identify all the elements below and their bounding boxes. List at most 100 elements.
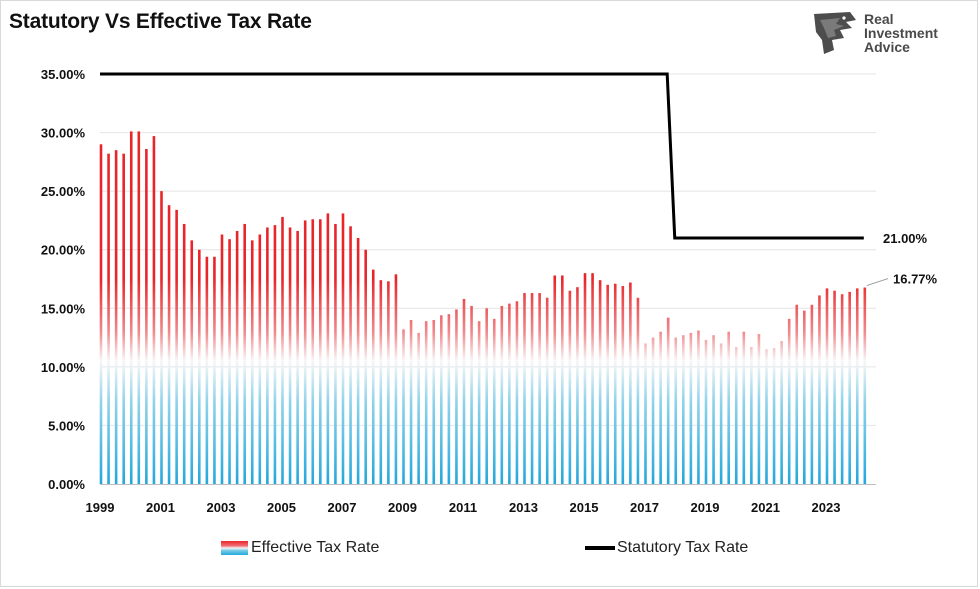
effective-rate-bar <box>780 341 783 484</box>
effective-rate-bar <box>840 294 844 484</box>
effective-rate-bar <box>795 304 799 484</box>
effective-rate-bar <box>863 287 867 484</box>
chart-title: Statutory Vs Effective Tax Rate <box>9 10 312 33</box>
effective-rate-bar <box>818 295 821 484</box>
effective-rate-bar <box>303 220 307 484</box>
effective-rate-bar <box>810 304 814 484</box>
effective-rate-bar <box>326 213 330 484</box>
effective-rate-bar <box>734 346 738 484</box>
x-tick-label: 2007 <box>328 500 357 515</box>
effective-rate-bar <box>311 219 315 484</box>
effective-rate-bar <box>402 329 405 484</box>
effective-rate-bar <box>220 234 224 484</box>
y-tick-label: 5.00% <box>48 418 85 433</box>
effective-rate-bar <box>576 287 579 484</box>
effective-rate-bar <box>697 330 700 484</box>
effective-rate-bar <box>613 283 617 484</box>
effective-rate-bar <box>659 331 662 484</box>
effective-rate-bar <box>470 305 473 484</box>
effective-rate-bar <box>455 309 458 484</box>
effective-rate-bar <box>523 293 526 484</box>
effective-rate-bar <box>682 335 685 484</box>
effective-rate-bar <box>394 274 398 484</box>
effective-rate-bar <box>666 317 670 484</box>
effective-label-leader <box>866 278 889 287</box>
effective-rate-bar <box>674 337 678 484</box>
effective-rate-bar <box>432 320 436 484</box>
effective-rate-bar <box>122 153 125 484</box>
effective-rate-bar <box>553 275 557 484</box>
effective-rate-bar <box>515 301 519 484</box>
effective-rate-bar <box>591 273 594 484</box>
effective-rate-bar <box>334 223 337 484</box>
effective-rate-bar <box>379 280 383 484</box>
effective-rate-bar <box>462 298 466 484</box>
effective-rate-bar <box>848 291 851 484</box>
effective-rate-bar <box>787 318 791 484</box>
x-tick-label: 2021 <box>751 500 780 515</box>
effective-rate-bar <box>757 334 761 484</box>
effective-rate-bar <box>477 321 481 484</box>
effective-rate-bar <box>137 131 141 484</box>
y-tick-label: 0.00% <box>48 477 85 492</box>
effective-rate-bar <box>447 314 451 484</box>
effective-rate-bar <box>152 136 156 485</box>
y-tick-label: 30.00% <box>41 126 86 141</box>
y-tick-label: 10.00% <box>41 360 86 375</box>
effective-rate-bar <box>235 230 239 484</box>
effective-rate-bar <box>205 256 209 484</box>
effective-rate-bar <box>99 144 103 485</box>
effective-rate-bar <box>500 305 504 484</box>
logo-line-3: Advice <box>864 39 910 55</box>
effective-rate-bar <box>243 223 246 484</box>
effective-rate-bar <box>387 281 390 484</box>
effective-rate-bar <box>198 249 201 484</box>
statutory-last-label: 21.00% <box>883 231 928 246</box>
x-tick-label: 2019 <box>691 500 720 515</box>
statutory-rate-line <box>100 72 864 240</box>
effective-rate-bar <box>485 308 488 484</box>
y-tick-label: 15.00% <box>41 301 86 316</box>
effective-rate-bar <box>825 288 829 484</box>
legend-statutory-swatch <box>585 546 615 550</box>
x-tick-label: 2015 <box>570 500 599 515</box>
effective-rate-bar <box>689 332 693 484</box>
effective-rate-bar <box>530 293 534 484</box>
effective-rate-bar <box>409 320 413 484</box>
effective-rate-bar <box>772 348 776 484</box>
effective-rate-bar <box>364 249 367 484</box>
effective-rate-bar <box>568 290 572 484</box>
effective-rate-bar <box>145 148 148 484</box>
effective-rate-bar <box>636 297 640 484</box>
effective-rate-bar <box>803 310 806 484</box>
effective-rate-bar <box>621 286 625 484</box>
effective-rate-bar <box>606 284 609 484</box>
x-tick-label: 2001 <box>146 500 175 515</box>
legend-statutory: Statutory Tax Rate <box>585 538 748 558</box>
effective-rate-bar <box>296 230 299 484</box>
effective-rate-bar <box>228 239 231 484</box>
effective-rate-bar <box>492 318 496 484</box>
eagle-head-icon <box>814 12 856 54</box>
effective-rate-bar <box>213 256 216 484</box>
effective-rate-bar <box>319 219 322 484</box>
effective-rate-bar <box>545 297 549 484</box>
effective-rate-bar <box>765 349 768 484</box>
effective-rate-bar <box>288 227 292 484</box>
effective-rate-bar <box>175 209 178 484</box>
effective-rate-bar <box>250 240 254 484</box>
y-tick-label: 20.00% <box>41 243 86 258</box>
effective-last-label: 16.77% <box>893 272 938 287</box>
x-tick-label: 2009 <box>388 500 417 515</box>
legend-statutory-label: Statutory Tax Rate <box>617 539 749 556</box>
logo-line-2: Investment <box>864 25 938 41</box>
effective-rate-bar <box>651 337 655 484</box>
effective-rate-bar <box>629 282 632 484</box>
effective-rate-bar <box>273 225 277 484</box>
effective-rate-bar <box>356 238 360 484</box>
effective-rate-bar <box>182 223 186 484</box>
effective-rate-bar <box>833 290 836 484</box>
x-tick-label: 2003 <box>207 500 236 515</box>
effective-rate-bar <box>349 226 352 485</box>
